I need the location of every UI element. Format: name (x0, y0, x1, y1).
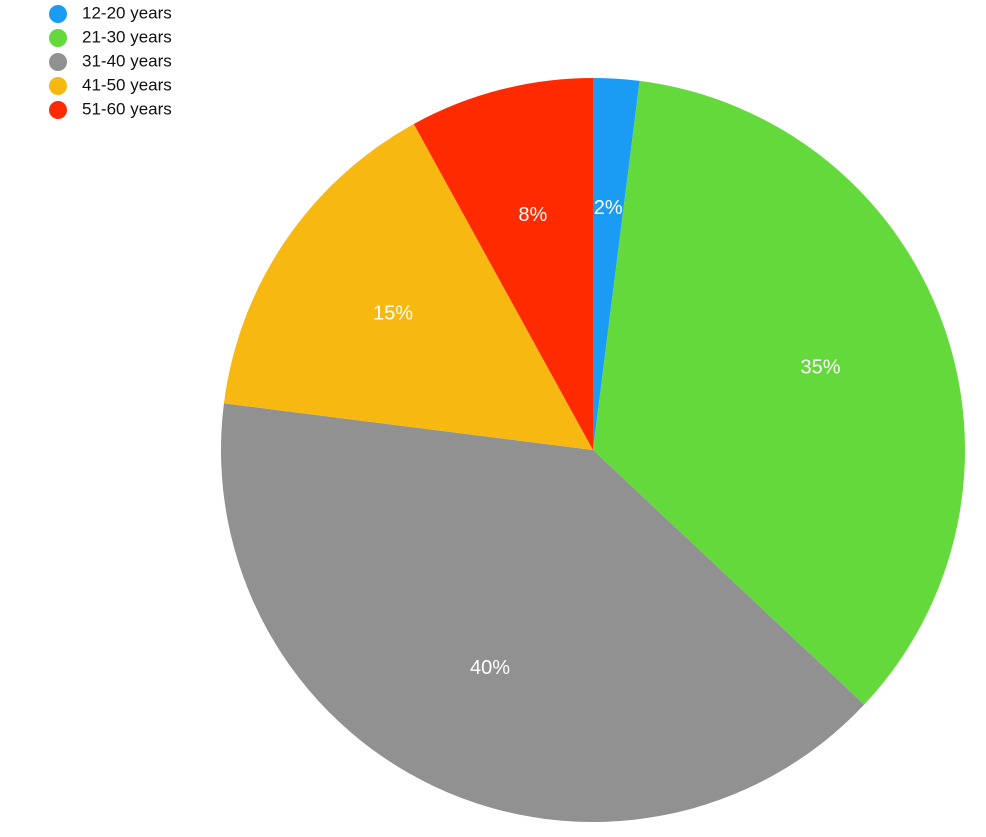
legend-label: 12-20 years (82, 3, 172, 22)
value-label: 35% (800, 356, 840, 378)
legend-label: 31-40 years (82, 51, 172, 70)
pie-slice (593, 78, 640, 450)
legend-marker (49, 5, 67, 23)
legend-label: 51-60 years (82, 99, 172, 118)
value-label: 15% (373, 302, 413, 324)
legend-label: 41-50 years (82, 75, 172, 94)
legend-marker (49, 29, 67, 47)
legend-marker (49, 77, 67, 95)
legend-label: 21-30 years (82, 27, 172, 46)
legend-marker (49, 101, 67, 119)
legend-marker (49, 53, 67, 71)
pie-slice (593, 80, 965, 705)
pie-slice (221, 403, 865, 822)
value-label: 8% (518, 204, 547, 226)
pie-slice (413, 78, 593, 450)
value-label: 40% (470, 657, 510, 679)
value-label: 2% (594, 197, 623, 219)
pie-slice (223, 124, 593, 450)
